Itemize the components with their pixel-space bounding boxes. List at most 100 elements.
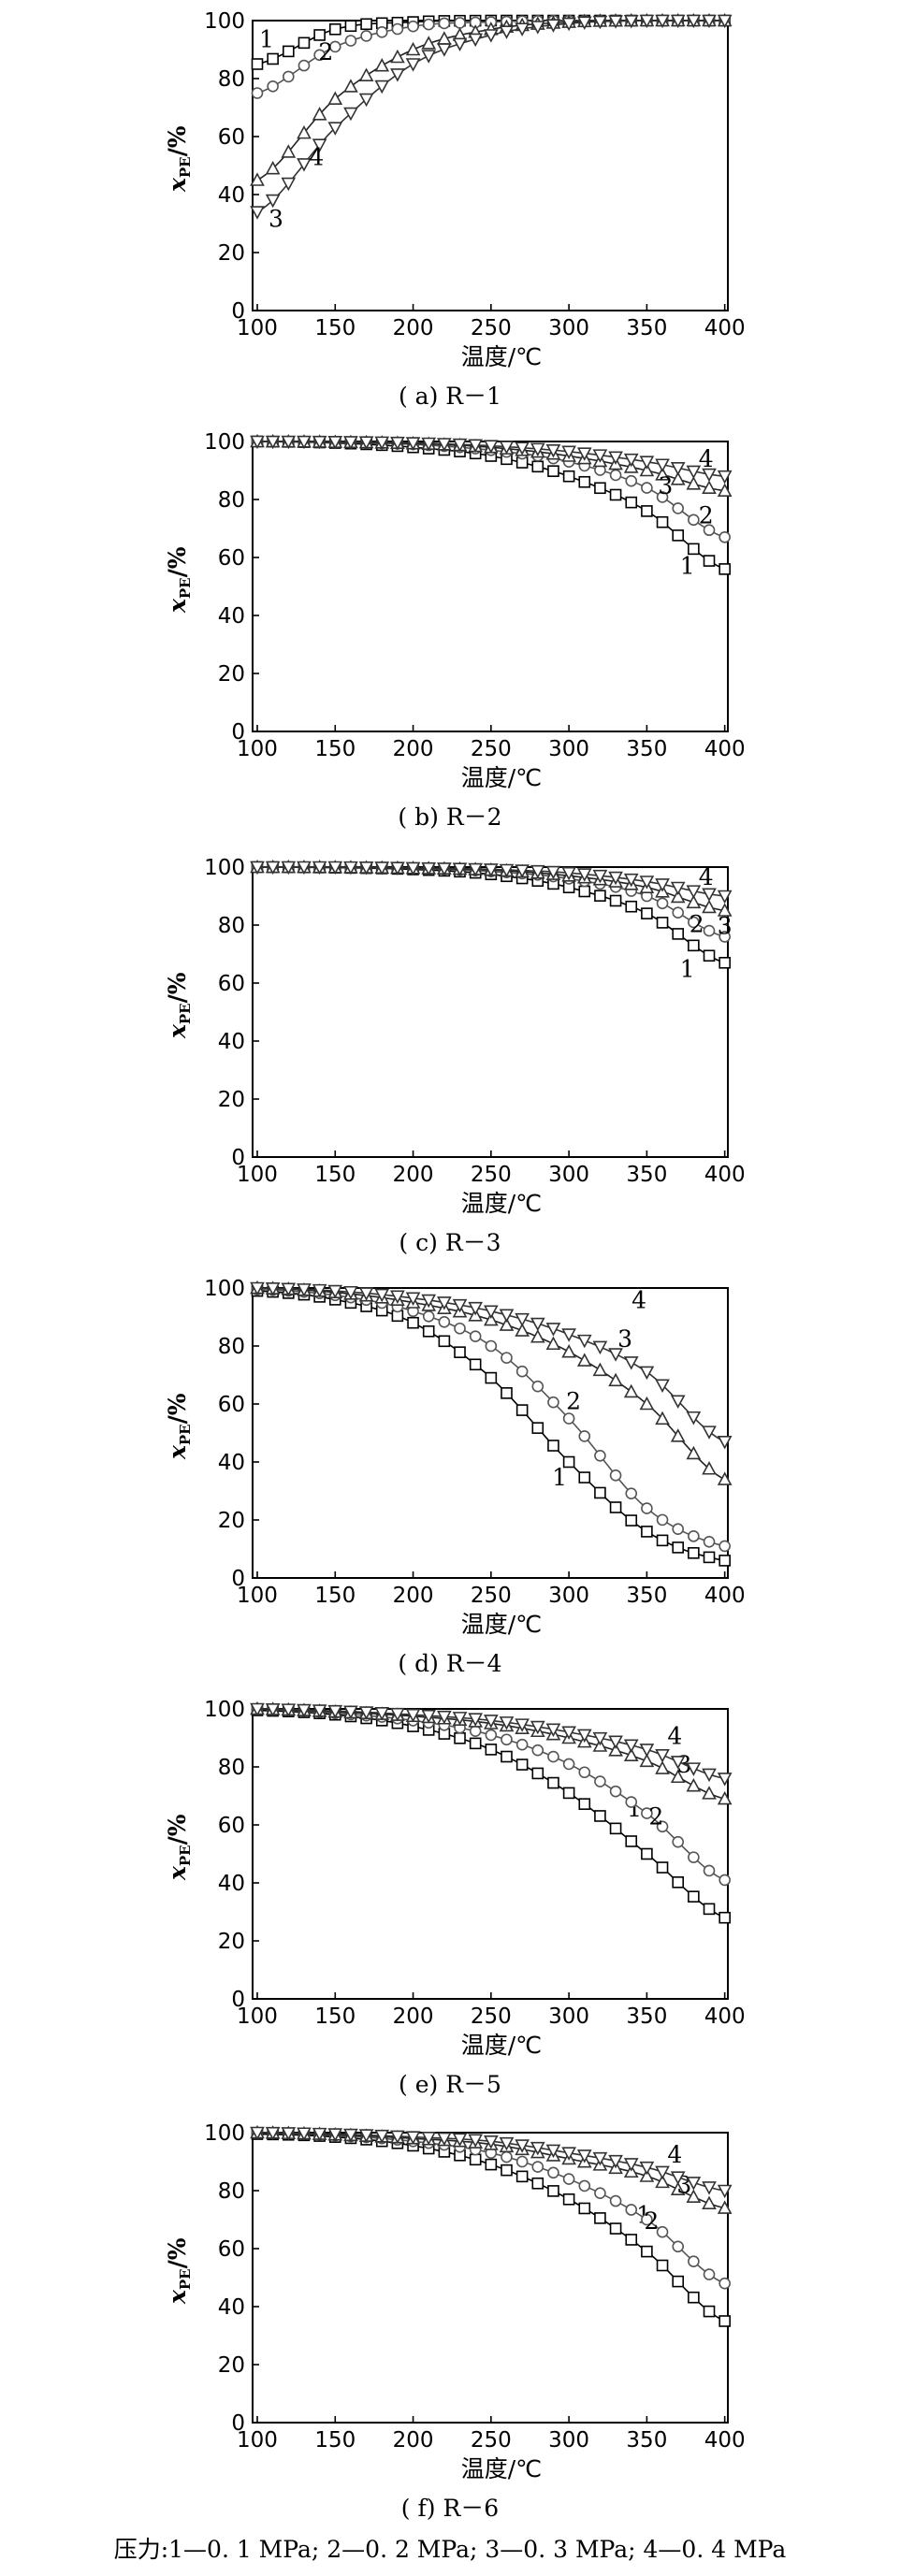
series-2-point [609,1785,622,1798]
series-4-point [483,863,499,877]
series-1-point [656,1534,669,1547]
series-1-point [515,1404,529,1416]
series-2-point [656,1513,669,1527]
x-tick-label: 400 [704,316,746,340]
x-tick-label: 250 [471,737,512,761]
x-tick-label: 350 [626,737,667,761]
y-tick-label: 0 [231,1988,245,2012]
series-3-point [717,1471,733,1485]
x-tick-label: 100 [237,316,278,340]
y-tick-label: 20 [218,1930,245,1954]
series-2-point [501,2150,513,2164]
x-tick-label: 200 [393,2428,434,2453]
series-3-point [374,58,390,72]
series-4-point [312,861,327,876]
series-4-point [515,1718,530,1732]
series-label: 3 [269,206,283,233]
subfigure-caption: ( a) R－1 [399,383,501,410]
series-1-point [625,2234,638,2246]
series-2-point [641,1502,653,1514]
series-4-point [530,1317,545,1332]
x-tick-label: 300 [548,2004,589,2029]
series-4-point [623,873,639,888]
series-4-point [545,865,561,880]
series-4-point [374,2129,390,2144]
subfigure-caption: ( e) R－5 [399,2071,501,2098]
series-2-point [485,1339,498,1353]
y-tick-label: 60 [218,972,245,996]
series-4-point [655,878,670,892]
series-4-point [670,881,686,896]
series-2-point [594,1449,606,1462]
series-1-point [485,2158,498,2171]
series-1-point [672,1876,685,1889]
y-tick-label: 40 [218,2295,245,2320]
series-1-point [562,1787,575,1800]
series-4-point [358,436,374,450]
series-1-point [688,939,700,952]
x-tick-label: 250 [471,316,512,340]
series-4-point [576,868,592,882]
series-2-point [719,931,731,943]
series-label: 1 [680,552,695,579]
series-4-point [499,2136,515,2151]
series-4-point [576,2149,592,2164]
series-3-point [623,1747,639,1761]
series-3-point [686,476,702,490]
series-2-point [703,2268,716,2280]
series-4-point [717,470,733,485]
x-tick-label: 250 [471,1584,512,1608]
y-tick-label: 60 [218,2237,245,2262]
series-4-point [281,1282,297,1296]
series-2-point [283,70,295,83]
series-4-point [421,1294,437,1309]
series-1-point [625,1514,638,1527]
series-4-point [390,2130,405,2145]
series-2-point [344,35,357,47]
series-2-point [454,1322,466,1335]
series-4-point [452,1712,468,1726]
series-4-point [250,861,265,876]
series-3-point [343,79,358,93]
y-tick-label: 80 [218,2179,245,2204]
series-1-point [547,465,559,477]
series-4-point [608,1735,623,1749]
series-2-point [547,1750,559,1763]
x-tick-label: 150 [314,316,356,340]
series-1-line [257,866,725,964]
series-4-point [655,1379,670,1393]
series-label: 3 [718,913,733,940]
series-1-point [688,2291,700,2304]
series-1-point [609,488,622,501]
x-tick-label: 400 [704,2004,746,2029]
y-tick-label: 20 [218,2353,245,2378]
series-4-point [592,1731,608,1746]
y-tick-label: 80 [218,1756,245,1780]
series-label: 2 [644,2207,659,2235]
series-2-point [438,1315,451,1328]
series-4-point [437,438,452,452]
series-1-point [547,2185,559,2197]
series-3-point [717,1790,733,1805]
series-4-point [343,861,358,876]
series-2-point [469,1725,482,1737]
series-2-point [594,2187,606,2199]
series-4-point [483,1305,499,1319]
series-4-point [452,2133,468,2147]
series-3-point [702,899,717,914]
series-1-point [641,1847,653,1860]
y-axis-label: xPE/% [164,546,194,614]
series-label: 4 [667,1722,682,1749]
x-axis-label: 温度/℃ [461,1611,543,1638]
series-4-point [670,462,686,476]
series-2-point [719,531,731,543]
series-1-point [515,1758,529,1771]
series-2-point [501,1733,513,1746]
series-4-point [623,1739,639,1753]
series-2-point [251,87,264,99]
series-4-point [452,1298,468,1313]
x-tick-label: 300 [548,1584,589,1608]
x-axis-label: 温度/℃ [461,764,543,791]
series-1-point [625,900,638,913]
series-4-point [312,138,327,152]
